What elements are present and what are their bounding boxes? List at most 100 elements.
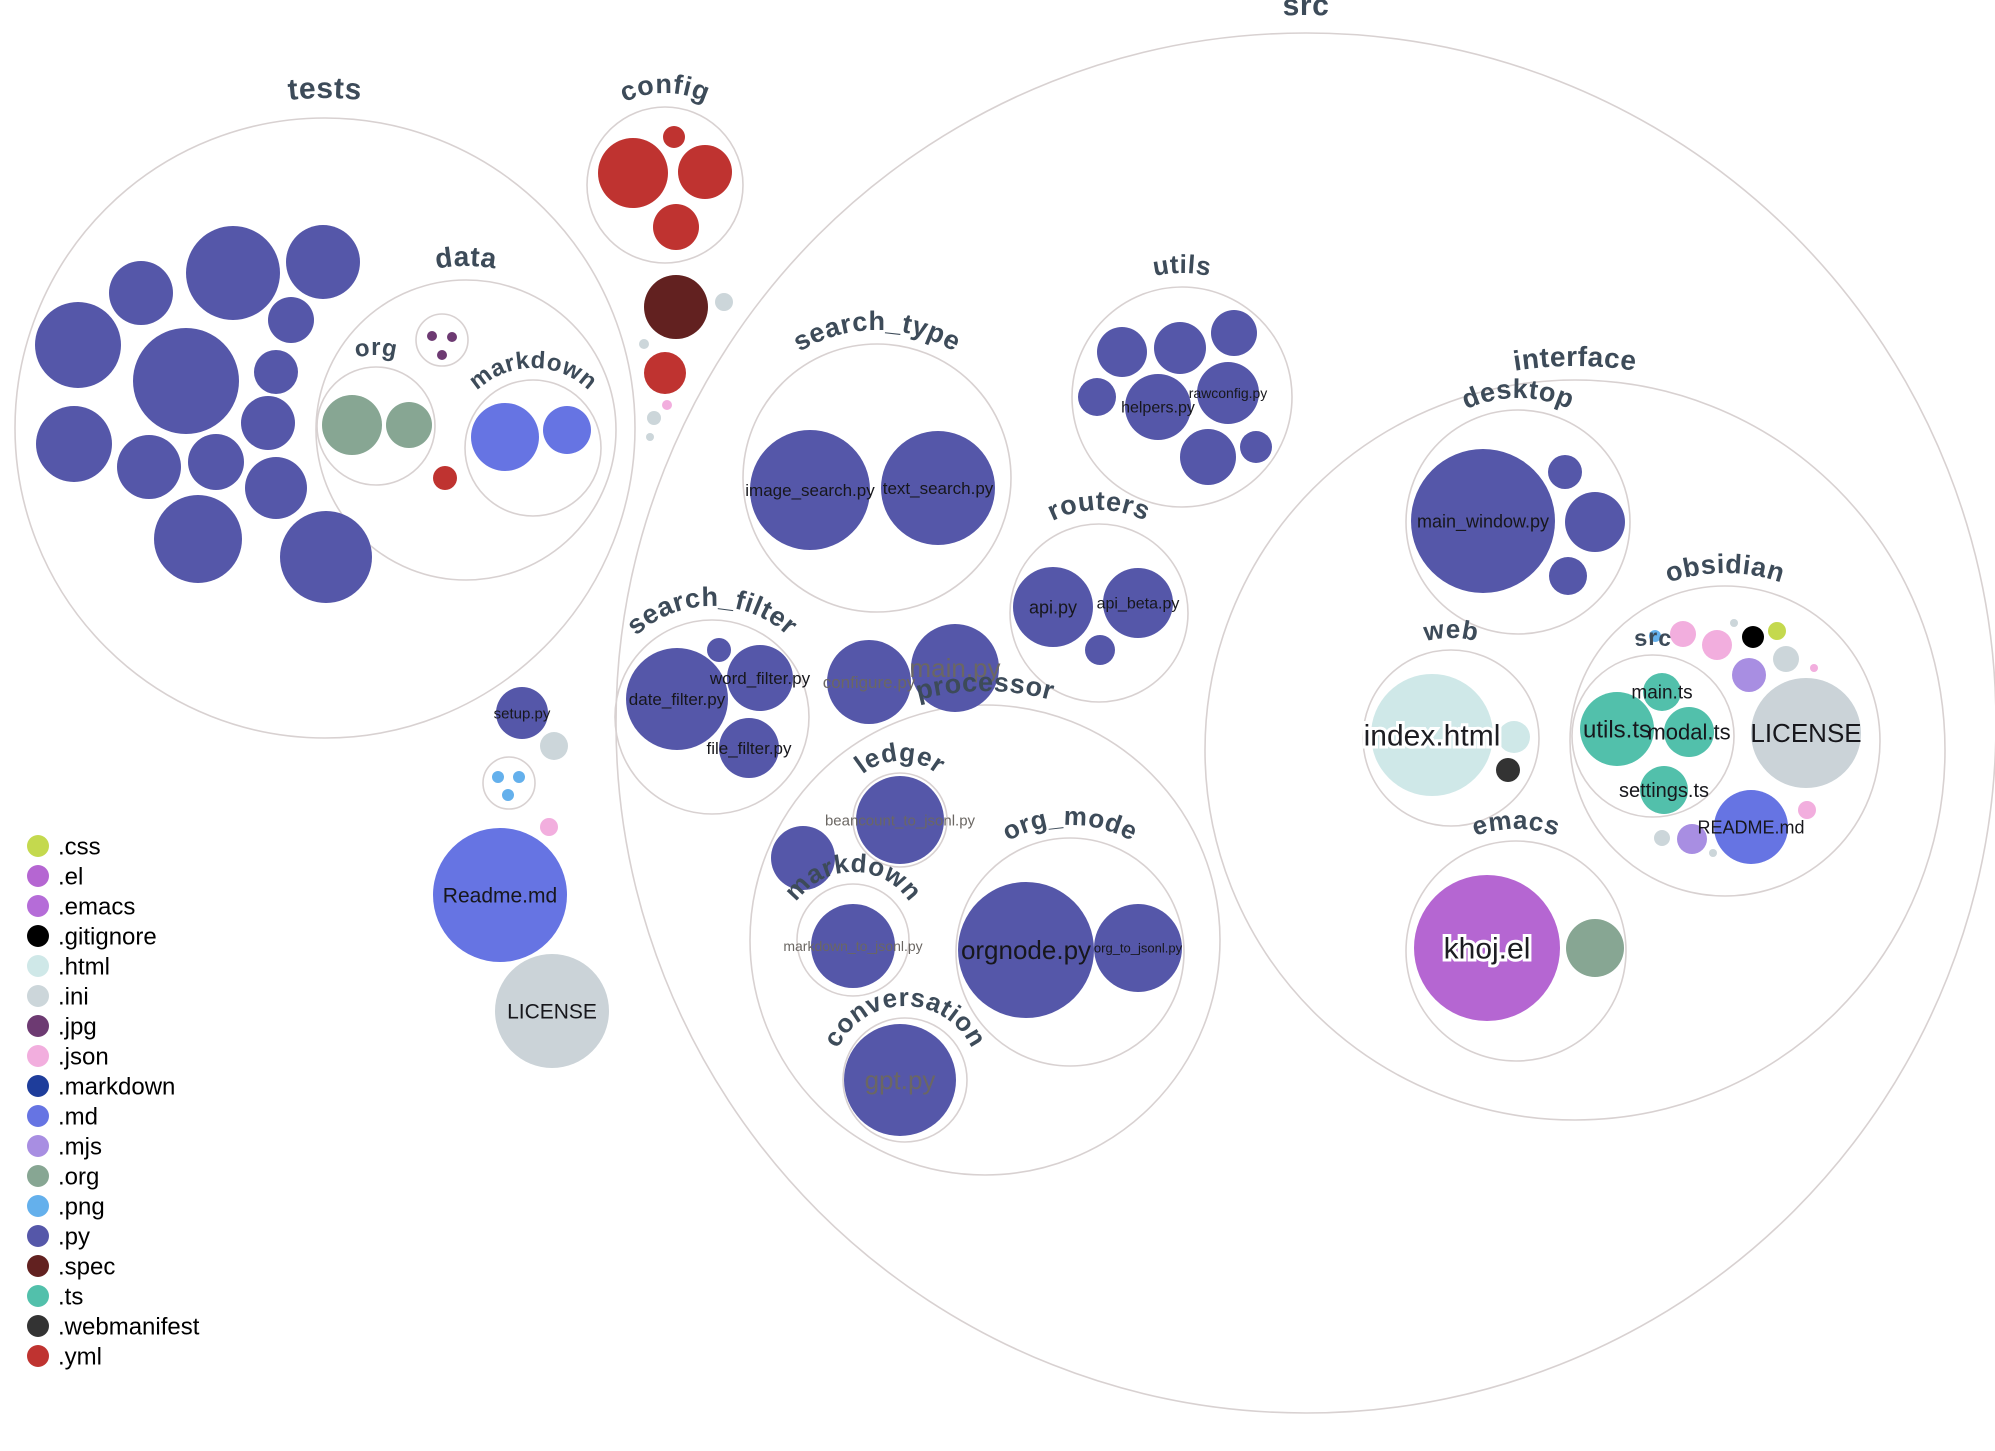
file-label: word_filter.py [709, 669, 811, 688]
legend-swatch-org [27, 1165, 49, 1187]
legend-item: .mjs [27, 1133, 102, 1160]
file-circle-css [1768, 622, 1786, 640]
folder-circle-utils [1071, 286, 1293, 508]
legend-label: .html [58, 953, 110, 980]
file-circle-py [280, 511, 372, 603]
file-circle-markdown-to-jsonl-py [811, 904, 895, 988]
file-circle-png [502, 789, 514, 801]
file-circle-py [1211, 310, 1257, 356]
legend-item: .yml [27, 1343, 102, 1370]
file-circle-api-py [1013, 567, 1093, 647]
file-circle-yml [663, 126, 685, 148]
file-circle-ini [1654, 830, 1670, 846]
file-circle-json [662, 400, 672, 410]
legend-swatch-el [27, 865, 49, 887]
legend-swatch-jpg [27, 1015, 49, 1037]
file-label: utils.ts [1583, 716, 1651, 743]
file-label: gpt.py [865, 1065, 936, 1095]
file-label: beancount_to_jsonl.py [825, 812, 976, 829]
folder-label-search_type: search_type [788, 306, 966, 357]
file-label: image_search.py [745, 481, 875, 500]
file-circle-py [36, 406, 112, 482]
file-circle-json [1810, 664, 1818, 672]
file-label: main.ts [1631, 683, 1692, 704]
file-circle-ini [647, 411, 661, 425]
file-label: api_beta.py [1097, 596, 1180, 613]
folder-circle-desktop [1405, 409, 1631, 635]
file-circle-beancount-to-jsonl-py [856, 776, 944, 864]
legend-label: .spec [58, 1253, 115, 1280]
file-circle-license [495, 954, 609, 1068]
file-circle-api-beta-py [1103, 568, 1173, 638]
legend-item: .py [27, 1223, 90, 1250]
file-circle-json [1670, 621, 1696, 647]
file-circle-py [1180, 429, 1236, 485]
legend-swatch-json [27, 1045, 49, 1067]
legend-item: .html [27, 953, 110, 980]
file-label: configure.py [823, 673, 916, 692]
folder-label-src: src [1282, 0, 1329, 22]
folder-circle-ledger [852, 772, 948, 868]
file-circle-file-filter-py [719, 718, 779, 778]
file-circle-ini [715, 293, 733, 311]
legend-item: .json [27, 1043, 109, 1070]
file-circle-jpg [447, 332, 457, 342]
file-circle-org [386, 402, 432, 448]
file-circle-org [1566, 919, 1624, 977]
legend-swatch-py [27, 1225, 49, 1247]
file-circle-py [35, 302, 121, 388]
legend-label: .mjs [58, 1133, 102, 1160]
folder-label-utils: utils [1150, 249, 1213, 282]
legend-item: .org [27, 1163, 99, 1190]
file-label: main.py [909, 653, 1000, 683]
legend-swatch-mjs [27, 1135, 49, 1157]
file-circle-mjs [1677, 824, 1707, 854]
legend-label: .css [58, 833, 101, 860]
legend-item: .el [27, 863, 83, 890]
legend-swatch-html [27, 955, 49, 977]
file-circle-py [241, 396, 295, 450]
legend-swatch-css [27, 835, 49, 857]
file-circle-json [1702, 630, 1732, 660]
legend-label: .jpg [58, 1013, 97, 1040]
folder-circle-data-markdown [464, 379, 602, 517]
file-circle-py [1078, 378, 1116, 416]
folder-circle-data-jpg [415, 313, 469, 367]
folder-circle-org_mode [955, 837, 1185, 1067]
file-circle-ini [639, 339, 649, 349]
file-circle-py [186, 226, 280, 320]
legend-label: .gitignore [58, 923, 157, 950]
folder-circle-tests [14, 117, 636, 739]
file-circle-configure-py [827, 640, 911, 724]
legend-label: .ts [58, 1283, 83, 1310]
file-circle-py [245, 457, 307, 519]
file-circle-py [1240, 431, 1272, 463]
file-circle-json [1798, 801, 1816, 819]
file-circle-json [540, 818, 558, 836]
legend-swatch-ini [27, 985, 49, 1007]
file-circles-layer [35, 126, 1861, 1136]
file-circle-py [1565, 492, 1625, 552]
file-label: file_filter.py [706, 739, 792, 758]
file-label: README.md [1697, 817, 1804, 837]
legend-swatch-yml [27, 1345, 49, 1367]
file-circle-py [254, 350, 298, 394]
folder-label-obsidian-src: src [1633, 624, 1674, 651]
file-circle-py [707, 638, 731, 662]
file-circle-html [1498, 721, 1530, 753]
file-circle-gitignore [1742, 626, 1764, 648]
file-circle-py [286, 225, 360, 299]
file-circle-py [1085, 635, 1115, 665]
legend-label: .ini [58, 983, 89, 1010]
file-circle-ini [1709, 849, 1717, 857]
folder-circle-config [586, 106, 744, 264]
file-label: setup.py [494, 705, 551, 722]
file-circle-rawconfig-py [1197, 362, 1259, 424]
file-circle-py [117, 435, 181, 499]
folder-label-data: data [433, 241, 499, 275]
legend-item: .spec [27, 1253, 115, 1280]
legend-swatch-spec [27, 1255, 49, 1277]
folder-label-web: web [1420, 614, 1481, 647]
legend-swatch-webmanifest [27, 1315, 49, 1337]
